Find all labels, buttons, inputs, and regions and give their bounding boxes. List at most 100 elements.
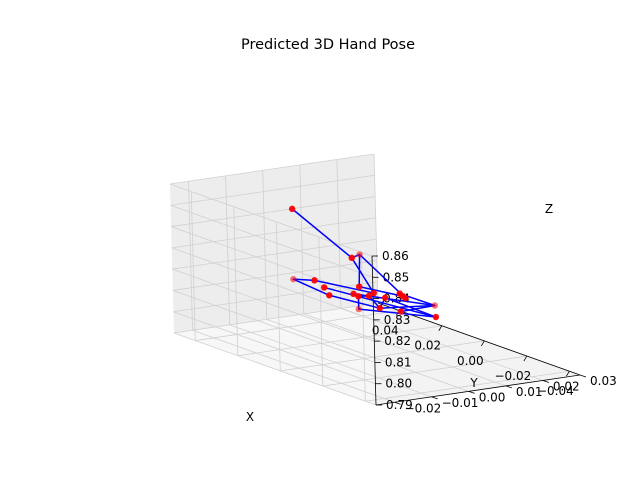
- chart-title: Predicted 3D Hand Pose: [241, 37, 415, 53]
- x-axis-label: X: [246, 410, 254, 424]
- y-tick-label: 0.01: [516, 385, 543, 399]
- bone-line: [358, 253, 407, 299]
- grid-line: [172, 238, 377, 270]
- y-tick-label: −0.01: [442, 396, 479, 410]
- z-tick-label: 0.79: [386, 398, 413, 412]
- x-tick-label: 0.02: [414, 339, 441, 353]
- joint-point: [396, 290, 403, 297]
- grid-line: [171, 217, 376, 249]
- y-tick-label: 0.00: [479, 390, 506, 404]
- grid-line: [237, 325, 442, 357]
- grid-line: [229, 324, 432, 398]
- x-tick-mark: [523, 355, 528, 362]
- bone-line: [292, 278, 316, 282]
- bone-line: [292, 278, 331, 297]
- z-tick-label: 0.80: [385, 377, 412, 391]
- grid-line: [188, 181, 193, 331]
- grid-line: [280, 340, 485, 372]
- y-tick-mark: [468, 390, 475, 394]
- grid-line: [360, 252, 366, 402]
- grid-lines: [169, 153, 581, 406]
- grid-line: [169, 183, 373, 257]
- grid-line: [173, 311, 376, 385]
- bone-line: [358, 308, 437, 318]
- bone-line: [358, 285, 404, 298]
- joint-point: [365, 292, 373, 300]
- grid-line: [340, 308, 544, 381]
- x-tick-mark: [438, 325, 443, 331]
- joint-point: [355, 283, 363, 290]
- grid-line: [172, 290, 375, 363]
- grid-line: [170, 174, 375, 206]
- grid-line: [322, 355, 527, 387]
- grid-line: [299, 164, 305, 314]
- grid-line: [195, 310, 400, 341]
- bone-line: [313, 279, 375, 294]
- joint-point: [348, 254, 355, 262]
- joint-point: [320, 284, 328, 291]
- grid-line: [172, 268, 375, 342]
- y-axis-label: Y: [469, 376, 478, 390]
- grid-line: [373, 153, 379, 304]
- joint-point: [355, 305, 362, 313]
- tick-labels: 0.040.020.00−0.02−0.04−0.02 −0.01 0.00 0.01…: [372, 249, 617, 415]
- grid-line: [169, 153, 375, 185]
- grid-line: [336, 159, 342, 309]
- bone-line: [351, 257, 375, 294]
- grid-line: [365, 370, 570, 402]
- joint-point: [402, 294, 409, 302]
- z-tick-label: 0.86: [382, 249, 409, 263]
- joint-point: [311, 277, 318, 284]
- joint-point: [326, 292, 333, 299]
- y-tick-mark: [542, 380, 550, 383]
- grid-line: [303, 313, 506, 387]
- z-axis-line: [371, 255, 377, 406]
- x-tick-label: −0.02: [494, 369, 531, 383]
- hand-joints: [288, 205, 440, 321]
- bone-line: [328, 294, 381, 309]
- x-tick-label: 0.00: [457, 354, 484, 368]
- bone-line: [379, 304, 436, 309]
- z-tick-label: 0.81: [385, 355, 412, 369]
- y-tick-label: 0.02: [553, 379, 580, 393]
- joint-point: [397, 308, 405, 315]
- y-tick-label: 0.03: [590, 374, 617, 388]
- y-axis-line: [375, 374, 581, 406]
- y-tick-label: −0.02: [405, 401, 442, 415]
- grid-line: [262, 170, 268, 320]
- joint-point: [381, 294, 389, 301]
- x-tick-mark: [480, 340, 485, 347]
- y-tick-mark: [579, 374, 587, 378]
- x-tick-label: −0.04: [537, 384, 574, 398]
- joint-point: [355, 293, 362, 300]
- z-tick-label: 0.82: [384, 334, 411, 348]
- z-axis-label: Z: [545, 202, 553, 216]
- y-tick-mark: [505, 385, 512, 389]
- grid-line: [225, 175, 231, 325]
- grid-line: [171, 247, 374, 321]
- grid-line: [170, 204, 373, 278]
- y-tick-mark: [394, 401, 401, 405]
- joint-point: [350, 290, 357, 298]
- grid-line: [192, 329, 395, 403]
- joint-point: [376, 304, 384, 312]
- joint-point: [370, 289, 377, 297]
- x-tick-mark: [566, 371, 570, 377]
- joint-point: [356, 251, 363, 258]
- bone-line: [291, 208, 353, 259]
- y-tick-mark: [431, 396, 438, 400]
- z-tick-label: 0.83: [384, 313, 411, 327]
- grid-line: [266, 318, 469, 392]
- grid-line: [173, 302, 379, 334]
- joint-point: [432, 313, 440, 321]
- grid-line: [173, 332, 377, 406]
- grid-line: [172, 260, 377, 291]
- joint-point: [431, 302, 439, 309]
- grid-line: [171, 226, 374, 299]
- bone-line: [323, 286, 437, 318]
- joint-point: [288, 205, 296, 213]
- x-tick-label: 0.04: [372, 324, 399, 338]
- grid-line: [171, 196, 376, 227]
- z-tick-label: 0.85: [383, 270, 410, 284]
